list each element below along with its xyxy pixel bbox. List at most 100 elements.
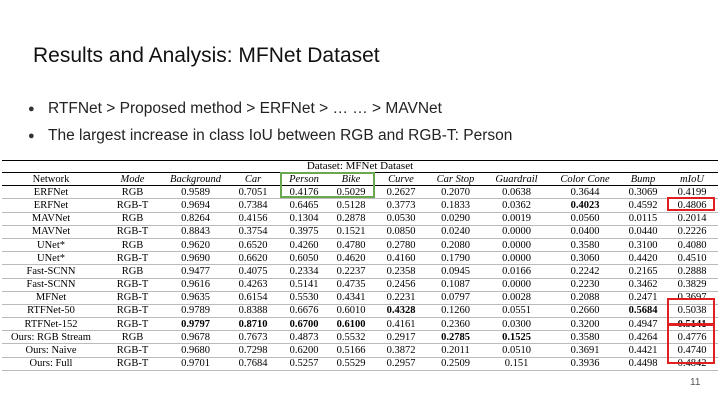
table-row: Fast-SCNN RGB 0.9477 0.4075 0.2334 0.2237 0.23… bbox=[2, 264, 718, 279]
table-row: MAVNet RGB-T 0.8843 0.3754 0.3975 0.1521 0.085… bbox=[2, 225, 718, 239]
table-cell: 0.2334 bbox=[280, 264, 328, 279]
table-cell: 0.2014 bbox=[666, 212, 718, 226]
table-cell: 0.0400 bbox=[550, 225, 620, 239]
table-cell: 0.1790 bbox=[428, 251, 483, 266]
table-cell: 0.2878 bbox=[328, 212, 374, 226]
table-cell: 0.2230 bbox=[550, 278, 620, 292]
table-cell: 0.9616 bbox=[165, 278, 226, 292]
table-cell: Fast-SCNN bbox=[2, 278, 100, 292]
table-row: Fast-SCNN RGB-T 0.9616 0.4263 0.5141 0.4735 0.… bbox=[2, 278, 718, 292]
table-cell: 0.9690 bbox=[165, 251, 226, 266]
table-cell: MAVNet bbox=[2, 212, 100, 226]
column-header: mIoU bbox=[666, 173, 718, 187]
table-cell: RGB-T bbox=[100, 357, 165, 371]
column-header: Bump bbox=[620, 173, 666, 187]
table-row: ERFNet RGB 0.9589 0.7051 0.4176 0.5029 0.2627 0… bbox=[2, 185, 718, 200]
table-cell: RGB-T bbox=[100, 304, 165, 319]
table-cell: Ours: Full bbox=[2, 357, 100, 371]
table-row: ERFNet RGB-T 0.9694 0.7384 0.6465 0.5128 0.377… bbox=[2, 198, 718, 213]
table-cell: 0.5029 bbox=[328, 185, 374, 200]
column-header: Network bbox=[2, 173, 100, 187]
table-cell: 0.9678 bbox=[165, 330, 226, 345]
column-header: Background bbox=[165, 173, 226, 187]
table-cell: 0.4160 bbox=[374, 251, 428, 266]
table-cell: 0.3580 bbox=[550, 238, 620, 253]
table-cell: 0.4023 bbox=[550, 198, 620, 213]
table-cell: 0.4176 bbox=[280, 185, 328, 200]
table-cell: 0.6154 bbox=[226, 291, 280, 305]
table-cell: 0.4735 bbox=[328, 278, 374, 292]
table-cell: 0.4161 bbox=[374, 317, 428, 332]
table-cell: RGB-T bbox=[100, 343, 165, 358]
table-cell: 0.1521 bbox=[328, 225, 374, 239]
table-cell: 0.3975 bbox=[280, 225, 328, 239]
table-cell: ERFNet bbox=[2, 185, 100, 200]
table-cell: 0.0510 bbox=[483, 343, 550, 358]
table-cell: 0.9477 bbox=[165, 264, 226, 279]
column-header: Guardrail bbox=[483, 173, 550, 187]
table-cell: 0.0000 bbox=[483, 251, 550, 266]
table-cell: 0.2780 bbox=[374, 238, 428, 253]
table-cell: 0.4341 bbox=[328, 291, 374, 305]
table-cell: 0.7673 bbox=[226, 330, 280, 345]
table-cell: RTFNet-152 bbox=[2, 317, 100, 332]
table-cell: 0.4260 bbox=[280, 238, 328, 253]
table-body: ERFNet RGB 0.9589 0.7051 0.4176 0.5029 0.2627 0… bbox=[2, 185, 718, 371]
table-cell: 0.0551 bbox=[483, 304, 550, 319]
table-cell: 0.4947 bbox=[620, 317, 666, 332]
table-cell: 0.3691 bbox=[550, 343, 620, 358]
table-cell: 0.4592 bbox=[620, 198, 666, 213]
table-cell: 0.3644 bbox=[550, 185, 620, 200]
table-cell: 0.0300 bbox=[483, 317, 550, 332]
table-cell: 0.2226 bbox=[666, 225, 718, 239]
table-cell: RGB bbox=[100, 330, 165, 345]
table-cell: 0.5128 bbox=[328, 198, 374, 213]
table-cell: 0.9680 bbox=[165, 343, 226, 358]
column-header: Car bbox=[226, 173, 280, 187]
table-cell: 0.2231 bbox=[374, 291, 428, 305]
table-cell: 0.5257 bbox=[280, 357, 328, 371]
table-cell: 0.4263 bbox=[226, 278, 280, 292]
table-cell: 0.7384 bbox=[226, 198, 280, 213]
table-cell: 0.2242 bbox=[550, 264, 620, 279]
table-cell: 0.3580 bbox=[550, 330, 620, 345]
table-cell: UNet* bbox=[2, 238, 100, 253]
table-cell: 0.4498 bbox=[620, 357, 666, 371]
table-cell: 0.2660 bbox=[550, 304, 620, 319]
table-cell: Fast-SCNN bbox=[2, 264, 100, 279]
table-cell: 0.0530 bbox=[374, 212, 428, 226]
table-cell: 0.4420 bbox=[620, 251, 666, 266]
table-cell: 0.2471 bbox=[620, 291, 666, 305]
results-table: Dataset: MFNet Dataset Network Mode Backgr… bbox=[2, 160, 718, 371]
table-cell: 0.7684 bbox=[226, 357, 280, 371]
table-cell: RTFNet-50 bbox=[2, 304, 100, 319]
table-cell: 0.4264 bbox=[620, 330, 666, 345]
table-cell: 0.8710 bbox=[226, 317, 280, 332]
table-cell: 0.2088 bbox=[550, 291, 620, 305]
table-cell: 0.9701 bbox=[165, 357, 226, 371]
table-cell: 0.1087 bbox=[428, 278, 483, 292]
table-cell: 0.4075 bbox=[226, 264, 280, 279]
table-cell: 0.6620 bbox=[226, 251, 280, 266]
table-cell: MAVNet bbox=[2, 225, 100, 239]
table-cell: 0.6050 bbox=[280, 251, 328, 266]
table-cell: 0.9620 bbox=[165, 238, 226, 253]
table-cell: 0.0019 bbox=[483, 212, 550, 226]
table-cell: 0.4510 bbox=[666, 251, 718, 266]
table-cell: RGB-T bbox=[100, 198, 165, 213]
table-cell: 0.4740 bbox=[666, 343, 718, 358]
table-cell: MFNet bbox=[2, 291, 100, 305]
bullet: The largest increase in class IoU betwee… bbox=[28, 127, 512, 145]
table-cell: 0.2165 bbox=[620, 264, 666, 279]
column-header: Car Stop bbox=[428, 173, 483, 187]
table-cell: 0.2456 bbox=[374, 278, 428, 292]
table-cell: 0.9797 bbox=[165, 317, 226, 332]
highlight-box bbox=[280, 172, 375, 198]
table-cell: 0.5530 bbox=[280, 291, 328, 305]
table-cell: 0.6100 bbox=[328, 317, 374, 332]
table-cell: 0.2070 bbox=[428, 185, 483, 200]
table-cell: 0.9789 bbox=[165, 304, 226, 319]
table-cell: 0.6200 bbox=[280, 343, 328, 358]
table-cell: 0.8843 bbox=[165, 225, 226, 239]
table-cell: 0.3100 bbox=[620, 238, 666, 253]
